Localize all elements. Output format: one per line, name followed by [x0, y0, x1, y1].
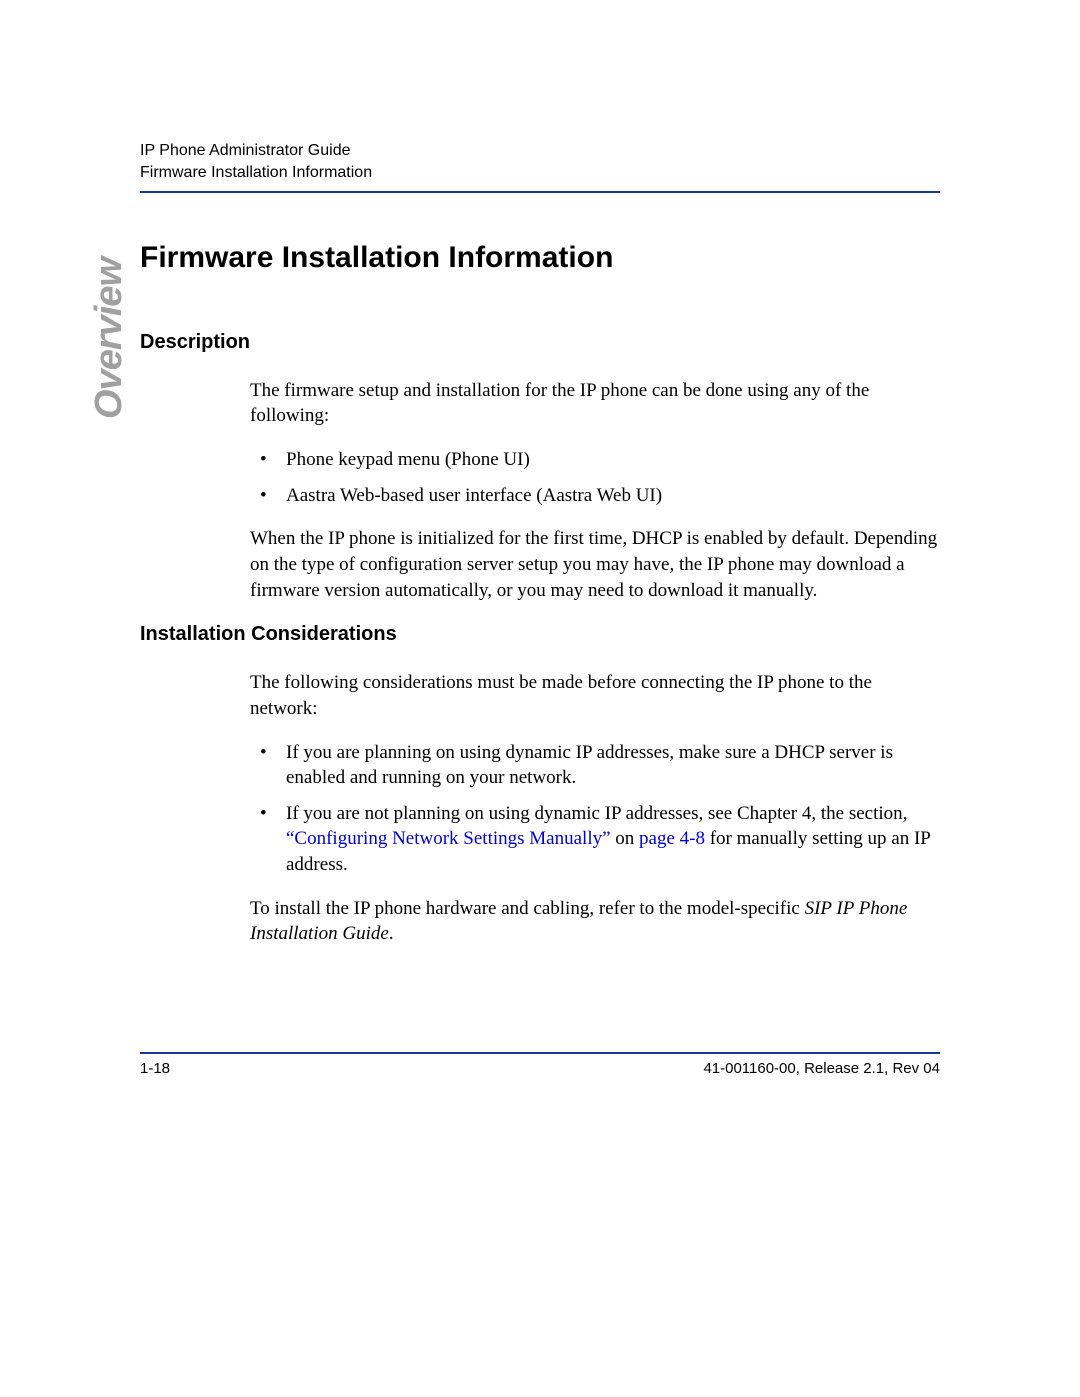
bullet-text: on: [611, 828, 640, 849]
considerations-heading: Installation Considerations: [140, 623, 940, 646]
description-bullets: Phone keypad menu (Phone UI) Aastra Web-…: [250, 447, 940, 508]
header-section-title: Firmware Installation Information: [140, 162, 940, 184]
page-footer: 1-18 41-001160-00, Release 2.1, Rev 04: [140, 1052, 940, 1077]
page-ref-link[interactable]: page 4-8: [639, 828, 705, 849]
config-network-link[interactable]: “Configuring Network Settings Manually”: [286, 828, 611, 849]
list-item: If you are not planning on using dynamic…: [250, 801, 940, 878]
description-heading: Description: [140, 331, 940, 354]
hardware-install-para: To install the IP phone hardware and cab…: [250, 896, 940, 947]
description-body: The firmware setup and installation for …: [250, 378, 940, 603]
page-header: IP Phone Administrator Guide Firmware In…: [140, 140, 940, 193]
list-item: Phone keypad menu (Phone UI): [250, 447, 940, 473]
side-tab-overview: Overview: [88, 97, 131, 258]
header-guide-title: IP Phone Administrator Guide: [140, 140, 940, 162]
list-item: Aastra Web-based user interface (Aastra …: [250, 483, 940, 509]
list-item: If you are planning on using dynamic IP …: [250, 740, 940, 791]
page-title: Firmware Installation Information: [140, 241, 940, 275]
doc-revision: 41-001160-00, Release 2.1, Rev 04: [703, 1060, 940, 1077]
considerations-intro: The following considerations must be mad…: [250, 670, 940, 721]
para-text: To install the IP phone hardware and cab…: [250, 898, 805, 919]
description-para2: When the IP phone is initialized for the…: [250, 526, 940, 603]
description-intro: The firmware setup and installation for …: [250, 378, 940, 429]
content-area: Firmware Installation Information Descri…: [140, 241, 940, 947]
para-text: .: [389, 923, 394, 944]
considerations-body: The following considerations must be mad…: [250, 670, 940, 947]
page-number: 1-18: [140, 1060, 170, 1077]
bullet-text: If you are not planning on using dynamic…: [286, 803, 907, 824]
considerations-bullets: If you are planning on using dynamic IP …: [250, 740, 940, 878]
